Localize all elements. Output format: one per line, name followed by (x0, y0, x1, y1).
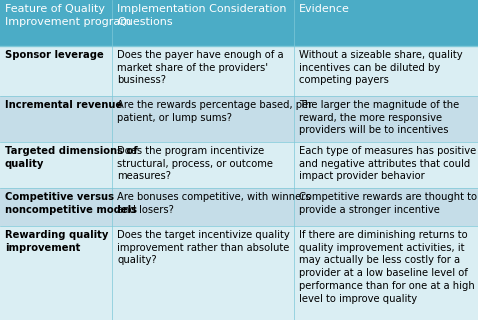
Text: Competitive rewards are thought to
provide a stronger incentive: Competitive rewards are thought to provi… (299, 192, 477, 215)
Text: Rewarding quality
improvement: Rewarding quality improvement (5, 230, 108, 253)
Bar (0, 96, 112, 142)
Text: Sponsor leverage: Sponsor leverage (5, 50, 104, 60)
Text: Implementation Consideration
Questions: Implementation Consideration Questions (117, 4, 287, 27)
Text: Feature of Quality
Improvement program: Feature of Quality Improvement program (5, 4, 131, 27)
Bar (294, 0, 478, 46)
Text: Evidence: Evidence (299, 4, 349, 14)
Text: Does the program incentivize
structural, process, or outcome
measures?: Does the program incentivize structural,… (117, 146, 273, 181)
Text: Incremental revenue: Incremental revenue (5, 100, 122, 110)
Text: Does the target incentivize quality
improvement rather than absolute
quality?: Does the target incentivize quality impr… (117, 230, 290, 266)
Bar (0, 226, 112, 320)
Bar (0, 0, 112, 46)
Text: If there are diminishing returns to
quality improvement activities, it
may actua: If there are diminishing returns to qual… (299, 230, 475, 304)
Bar (112, 46, 294, 96)
Bar (112, 96, 294, 142)
Bar (112, 0, 294, 46)
Bar (294, 142, 478, 188)
Bar (294, 46, 478, 96)
Text: Targeted dimensions of
quality: Targeted dimensions of quality (5, 146, 138, 169)
Bar (0, 46, 112, 96)
Bar (112, 188, 294, 226)
Bar (294, 188, 478, 226)
Text: The larger the magnitude of the
reward, the more responsive
providers will be to: The larger the magnitude of the reward, … (299, 100, 459, 135)
Bar (294, 226, 478, 320)
Text: Competitive versus
noncompetitive models: Competitive versus noncompetitive models (5, 192, 137, 215)
Text: Each type of measures has positive
and negative attributes that could
impact pro: Each type of measures has positive and n… (299, 146, 476, 181)
Text: Are bonuses competitive, with winners
and losers?: Are bonuses competitive, with winners an… (117, 192, 311, 215)
Bar (112, 226, 294, 320)
Bar (112, 142, 294, 188)
Bar (0, 142, 112, 188)
Bar (0, 188, 112, 226)
Bar (294, 96, 478, 142)
Text: Without a sizeable share, quality
incentives can be diluted by
competing payers: Without a sizeable share, quality incent… (299, 50, 462, 85)
Text: Are the rewards percentage based, per
patient, or lump sums?: Are the rewards percentage based, per pa… (117, 100, 312, 123)
Text: Does the payer have enough of a
market share of the providers'
business?: Does the payer have enough of a market s… (117, 50, 284, 85)
